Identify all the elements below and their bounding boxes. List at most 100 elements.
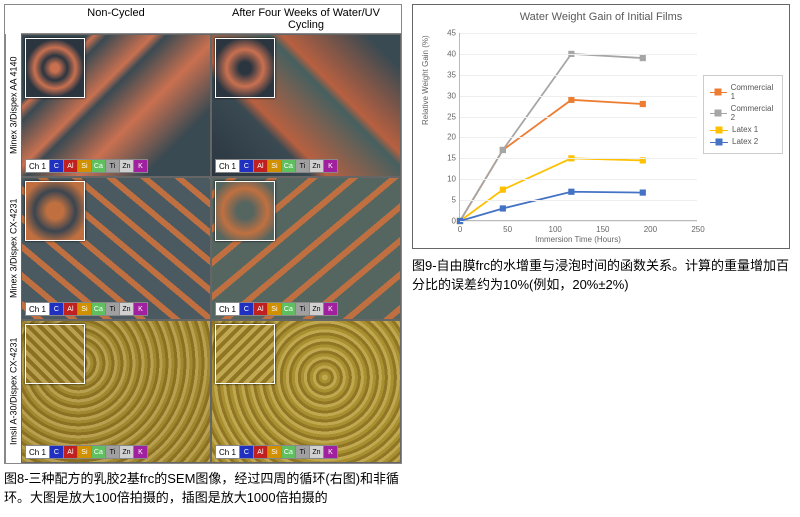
element-Ca: Ca bbox=[92, 445, 106, 459]
element-Ca: Ca bbox=[282, 302, 296, 316]
data-marker bbox=[640, 102, 645, 107]
legend-label: Commercial 2 bbox=[731, 104, 776, 122]
element-C: C bbox=[50, 302, 64, 316]
chart-title: Water Weight Gain of Initial Films bbox=[413, 5, 789, 23]
channel-label: Ch 1 bbox=[25, 302, 50, 316]
sem-row: Minex 3/Dispex CX-4231 Ch 1CAlSiCaTiZnK … bbox=[5, 177, 401, 320]
sem-row: Minex 3/Dispex AA 4140 Ch 1CAlSiCaTiZnK … bbox=[5, 34, 401, 177]
y-tick: 40 bbox=[436, 49, 456, 58]
sem-image-cell: Ch 1CAlSiCaTiZnK bbox=[211, 177, 401, 320]
element-Ti: Ti bbox=[106, 302, 120, 316]
element-Ti: Ti bbox=[296, 159, 310, 173]
x-tick: 200 bbox=[644, 225, 657, 234]
sem-inset bbox=[25, 181, 85, 241]
figure-9-caption: 图9-自由膜frc的水增重与浸泡时间的函数关系。计算的重量增加百分比的误差约为1… bbox=[412, 257, 792, 295]
sem-inset bbox=[25, 324, 85, 384]
element-C: C bbox=[240, 302, 254, 316]
element-Ca: Ca bbox=[92, 302, 106, 316]
element-Ti: Ti bbox=[106, 159, 120, 173]
sem-image-cell: Ch 1CAlSiCaTiZnK bbox=[211, 320, 401, 463]
element-K: K bbox=[134, 159, 148, 173]
y-tick: 35 bbox=[436, 70, 456, 79]
data-marker bbox=[500, 147, 505, 152]
figure-8: Non-Cycled After Four Weeks of Water/UV … bbox=[4, 4, 404, 508]
x-tick: 100 bbox=[549, 225, 562, 234]
y-tick: 0 bbox=[436, 217, 456, 226]
element-K: K bbox=[324, 159, 338, 173]
element-Zn: Zn bbox=[310, 159, 324, 173]
channel-label: Ch 1 bbox=[215, 159, 240, 173]
x-tick: 250 bbox=[691, 225, 704, 234]
element-Al: Al bbox=[254, 159, 268, 173]
plot-area: 051015202530354045050100150200250 bbox=[459, 33, 697, 221]
legend-item: Commercial 2 bbox=[710, 104, 776, 122]
element-Zn: Zn bbox=[120, 302, 134, 316]
legend-label: Latex 1 bbox=[732, 125, 758, 134]
y-tick: 15 bbox=[436, 154, 456, 163]
sem-inset bbox=[215, 324, 275, 384]
element-Ca: Ca bbox=[282, 159, 296, 173]
x-tick: 0 bbox=[458, 225, 462, 234]
element-bar: Ch 1CAlSiCaTiZnK bbox=[25, 159, 148, 173]
y-axis-label: Relative Weight Gain (%) bbox=[421, 35, 430, 125]
sem-image-grid: Non-Cycled After Four Weeks of Water/UV … bbox=[4, 4, 402, 464]
sem-image-cell: Ch 1CAlSiCaTiZnK bbox=[21, 177, 211, 320]
element-bar: Ch 1CAlSiCaTiZnK bbox=[25, 302, 148, 316]
y-tick: 30 bbox=[436, 91, 456, 100]
y-tick: 20 bbox=[436, 133, 456, 142]
element-Si: Si bbox=[268, 445, 282, 459]
chart-legend: Commercial 1 Commercial 2 Latex 1 Latex … bbox=[703, 75, 783, 154]
element-C: C bbox=[240, 159, 254, 173]
element-C: C bbox=[50, 445, 64, 459]
data-marker bbox=[569, 189, 574, 194]
element-Si: Si bbox=[78, 302, 92, 316]
sem-image-cell: Ch 1CAlSiCaTiZnK bbox=[21, 34, 211, 177]
data-marker bbox=[569, 97, 574, 102]
legend-label: Commercial 1 bbox=[731, 83, 776, 101]
column-header-cycled: After Four Weeks of Water/UV Cycling bbox=[211, 5, 401, 34]
element-K: K bbox=[324, 445, 338, 459]
element-Si: Si bbox=[78, 445, 92, 459]
element-bar: Ch 1CAlSiCaTiZnK bbox=[25, 445, 148, 459]
element-Ca: Ca bbox=[282, 445, 296, 459]
element-K: K bbox=[134, 445, 148, 459]
element-Ti: Ti bbox=[106, 445, 120, 459]
column-header-noncycled: Non-Cycled bbox=[21, 5, 211, 34]
element-K: K bbox=[324, 302, 338, 316]
element-Al: Al bbox=[64, 302, 78, 316]
element-Si: Si bbox=[268, 159, 282, 173]
y-tick: 10 bbox=[436, 175, 456, 184]
water-weight-chart: Water Weight Gain of Initial Films Relat… bbox=[412, 4, 790, 249]
element-bar: Ch 1CAlSiCaTiZnK bbox=[215, 302, 338, 316]
y-tick: 5 bbox=[436, 196, 456, 205]
series-line bbox=[460, 192, 643, 221]
element-K: K bbox=[134, 302, 148, 316]
legend-item: Commercial 1 bbox=[710, 83, 776, 101]
sem-image-cell: Ch 1CAlSiCaTiZnK bbox=[211, 34, 401, 177]
x-axis-label: Immersion Time (Hours) bbox=[459, 235, 697, 244]
element-bar: Ch 1CAlSiCaTiZnK bbox=[215, 159, 338, 173]
element-C: C bbox=[240, 445, 254, 459]
element-Ca: Ca bbox=[92, 159, 106, 173]
element-Zn: Zn bbox=[120, 445, 134, 459]
element-Al: Al bbox=[64, 445, 78, 459]
element-Zn: Zn bbox=[310, 445, 324, 459]
y-tick: 45 bbox=[436, 29, 456, 38]
y-tick: 25 bbox=[436, 112, 456, 121]
sem-image-cell: Ch 1CAlSiCaTiZnK bbox=[21, 320, 211, 463]
element-Al: Al bbox=[254, 302, 268, 316]
element-Al: Al bbox=[254, 445, 268, 459]
legend-label: Latex 2 bbox=[732, 137, 758, 146]
series-line bbox=[460, 158, 643, 221]
element-Si: Si bbox=[268, 302, 282, 316]
figure-9: Water Weight Gain of Initial Films Relat… bbox=[412, 4, 792, 508]
element-Ti: Ti bbox=[296, 302, 310, 316]
row-label: Minex 3/Dispex CX-4231 bbox=[5, 177, 21, 320]
data-marker bbox=[500, 206, 505, 211]
sem-inset bbox=[215, 181, 275, 241]
x-tick: 150 bbox=[596, 225, 609, 234]
channel-label: Ch 1 bbox=[215, 445, 240, 459]
sem-inset bbox=[25, 38, 85, 98]
data-marker bbox=[640, 190, 645, 195]
sem-row: Imsil A-30/Dispex CX-4231 Ch 1CAlSiCaTiZ… bbox=[5, 320, 401, 463]
